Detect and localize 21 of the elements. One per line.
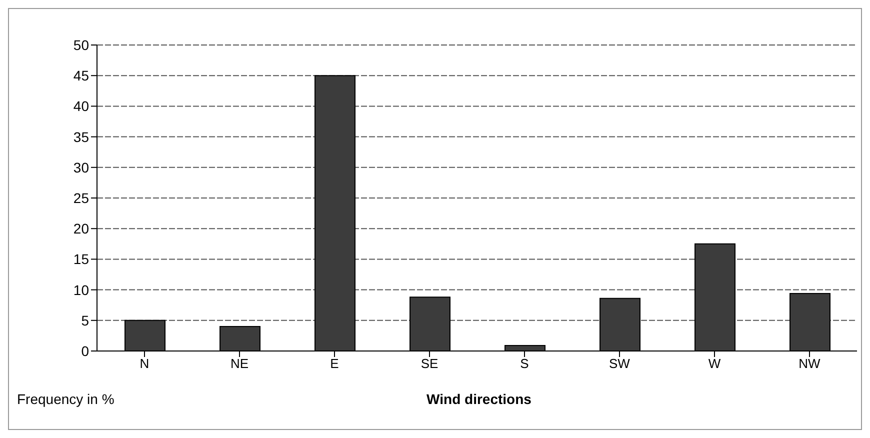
y-tick-label: 5 bbox=[81, 312, 90, 328]
y-tick-label: 45 bbox=[73, 68, 90, 84]
x-tick-label: W bbox=[708, 356, 722, 372]
y-tick-label: 20 bbox=[73, 220, 90, 237]
y-tick-label: 10 bbox=[73, 282, 90, 298]
y-axis-title: Frequency in % bbox=[17, 391, 114, 407]
x-tick-label: S bbox=[520, 356, 530, 372]
y-tick-label: 0 bbox=[81, 342, 90, 359]
y-tick-label: 35 bbox=[73, 128, 90, 145]
x-axis-title: Wind directions bbox=[426, 391, 532, 407]
x-tick-label: N bbox=[140, 356, 150, 372]
x-tick-label: NE bbox=[230, 356, 249, 372]
y-tick-label: 15 bbox=[73, 251, 90, 268]
x-tick-label: SE bbox=[420, 356, 438, 372]
y-tick-label: 50 bbox=[73, 36, 90, 53]
y-tick-label: 30 bbox=[73, 159, 90, 176]
x-tick-label: E bbox=[330, 356, 340, 372]
x-tick-label: NW bbox=[798, 356, 822, 372]
y-tick-label: 40 bbox=[73, 98, 90, 114]
y-tick-label: 25 bbox=[73, 190, 90, 206]
x-tick-label: SW bbox=[609, 356, 631, 372]
